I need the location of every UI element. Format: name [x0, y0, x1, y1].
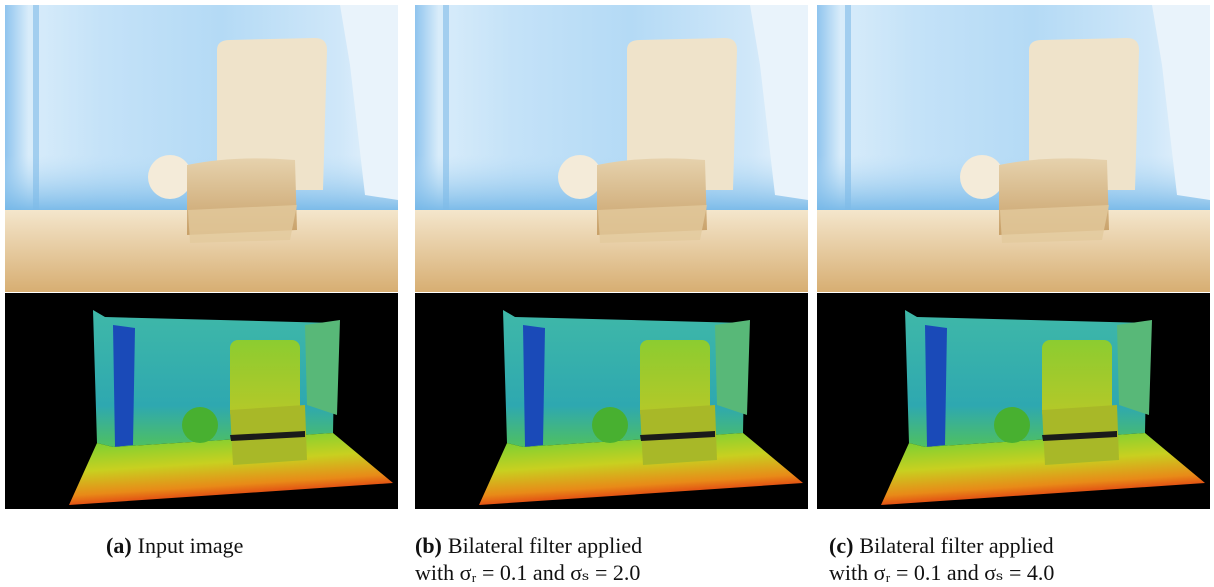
caption-line: with σᵣ = 0.1 and σₛ = 4.0 — [829, 559, 1054, 586]
caption-label: (a) — [106, 533, 132, 558]
caption-a: (a)Input image — [106, 532, 243, 559]
image-a — [5, 5, 398, 509]
image-b — [415, 5, 808, 509]
caption-line: Bilateral filter applied — [448, 533, 642, 558]
caption-line: with σᵣ = 0.1 and σₛ = 2.0 — [415, 559, 642, 586]
caption-line: Input image — [138, 533, 244, 558]
caption-label: (b) — [415, 533, 442, 558]
caption-line: Bilateral filter applied — [859, 533, 1053, 558]
image-c — [817, 5, 1210, 509]
caption-label: (c) — [829, 533, 853, 558]
caption-b: (b)Bilateral filter applied with σᵣ = 0.… — [415, 532, 642, 586]
figure-page: (a)Input image (b)Bilateral filter appli… — [0, 0, 1214, 587]
caption-c: (c)Bilateral filter applied with σᵣ = 0.… — [829, 532, 1054, 586]
